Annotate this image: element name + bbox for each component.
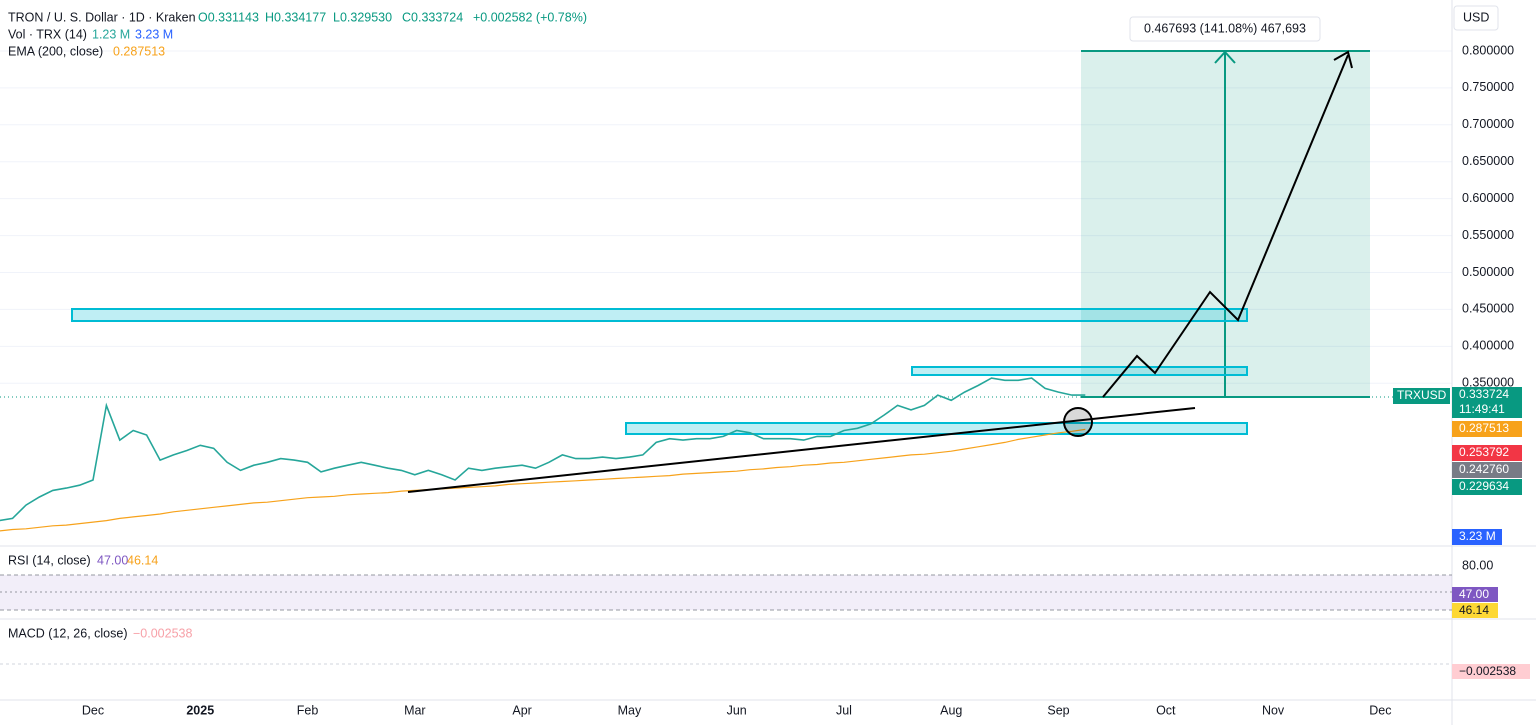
series-line	[0, 428, 1086, 532]
measure-box	[1129, 16, 1321, 42]
ema-tag	[1452, 421, 1522, 437]
macd-tag-label: −0.002538	[1459, 664, 1516, 678]
currency: USD	[1463, 10, 1489, 24]
plot-layer	[0, 377, 1086, 532]
y-tick-label: 0.750000	[1462, 80, 1514, 94]
volume-tag	[1452, 529, 1502, 545]
x-tick-label: Jul	[836, 703, 852, 717]
volume-value: 1.23 M	[92, 27, 130, 41]
y-tick-label: 0.500000	[1462, 265, 1514, 279]
x-tick-label: Jun	[727, 703, 747, 717]
low: L0.329530	[333, 10, 392, 24]
level-tag	[1452, 445, 1522, 461]
y-tick-label: 0.800000	[1462, 43, 1514, 57]
macd-title: MACD (12, 26, close)	[8, 626, 127, 640]
y-tick-label: 0.350000	[1462, 376, 1514, 390]
measure-label: 0.467693 (141.08%) 467,693	[1144, 21, 1306, 35]
resistance-zone[interactable]	[911, 366, 1248, 376]
last-price-tag	[1452, 387, 1522, 418]
support-zone[interactable]	[625, 422, 1248, 435]
projection-arrowhead	[1333, 50, 1353, 69]
ema-tag-label: 0.287513	[1459, 421, 1509, 435]
level-tag	[1452, 462, 1522, 478]
y-tick-label: 0.400000	[1462, 339, 1514, 353]
label-layer: 0.350000 0.400000 0.450000 0.500000 0.550000…	[82, 43, 1514, 717]
rsi-ma-tag	[1452, 603, 1498, 618]
x-tick-label: 2025	[186, 703, 214, 717]
x-tick-label: Apr	[512, 703, 531, 717]
high: H0.334177	[265, 10, 326, 24]
x-tick-label: Dec	[82, 703, 104, 717]
macd-value: −0.002538	[133, 626, 192, 640]
y-tick-label: 0.450000	[1462, 302, 1514, 316]
level-tag	[1452, 479, 1522, 495]
x-tick-label: Dec	[1369, 703, 1391, 717]
change: +0.002582 (+0.78%)	[473, 10, 587, 24]
rsi-ma: 46.14	[127, 553, 158, 567]
x-tick-label: Aug	[940, 703, 962, 717]
volume-tag-label: 3.23 M	[1459, 529, 1496, 543]
rsi-title: RSI (14, close)	[8, 553, 91, 567]
symbol-tag	[1393, 388, 1450, 404]
highlight-circle[interactable]	[1063, 407, 1093, 437]
rsi-tag	[1452, 587, 1498, 602]
macd-tag	[1452, 664, 1530, 679]
ema-label: EMA (200, close)	[8, 44, 103, 58]
y-tick-label: 0.650000	[1462, 154, 1514, 168]
y-tick-label: 0.700000	[1462, 117, 1514, 131]
level-green: 0.229634	[1459, 479, 1509, 493]
series-line	[0, 377, 1086, 522]
last-price: 0.333724	[1459, 387, 1509, 401]
measure-arrowhead	[1214, 50, 1236, 64]
y-tick-label: 0.550000	[1462, 228, 1514, 242]
rsi-ma-tag-label: 46.14	[1459, 603, 1489, 617]
ema-value: 0.287513	[113, 44, 165, 58]
rsi-upper-tick: 80.00	[1462, 558, 1493, 572]
x-tick-label: May	[618, 703, 642, 717]
x-tick-label: Feb	[297, 703, 319, 717]
x-tick-label: Sep	[1047, 703, 1069, 717]
level-gray: 0.242760	[1459, 462, 1509, 476]
close: C0.333724	[402, 10, 463, 24]
volume-ma: 3.23 M	[135, 27, 173, 41]
resistance-zone[interactable]	[71, 308, 1248, 322]
level-red: 0.253792	[1459, 445, 1509, 459]
open: O0.331143	[198, 10, 259, 24]
symbol: TRON / U. S. Dollar · 1D · Kraken	[8, 10, 196, 24]
x-tick-label: Oct	[1156, 703, 1176, 717]
x-tick-label: Nov	[1262, 703, 1285, 717]
projection-path[interactable]	[1102, 54, 1349, 398]
x-tick-label: Mar	[404, 703, 426, 717]
rsi-value: 47.00	[97, 553, 128, 567]
y-tick-label: 0.600000	[1462, 191, 1514, 205]
currency-box[interactable]	[1453, 5, 1499, 31]
volume-label: Vol · TRX (14)	[8, 27, 87, 41]
rsi-tag-label: 47.00	[1459, 587, 1489, 601]
symbol-tag-label: TRXUSD	[1397, 388, 1447, 402]
countdown: 11:49:41	[1459, 402, 1505, 416]
